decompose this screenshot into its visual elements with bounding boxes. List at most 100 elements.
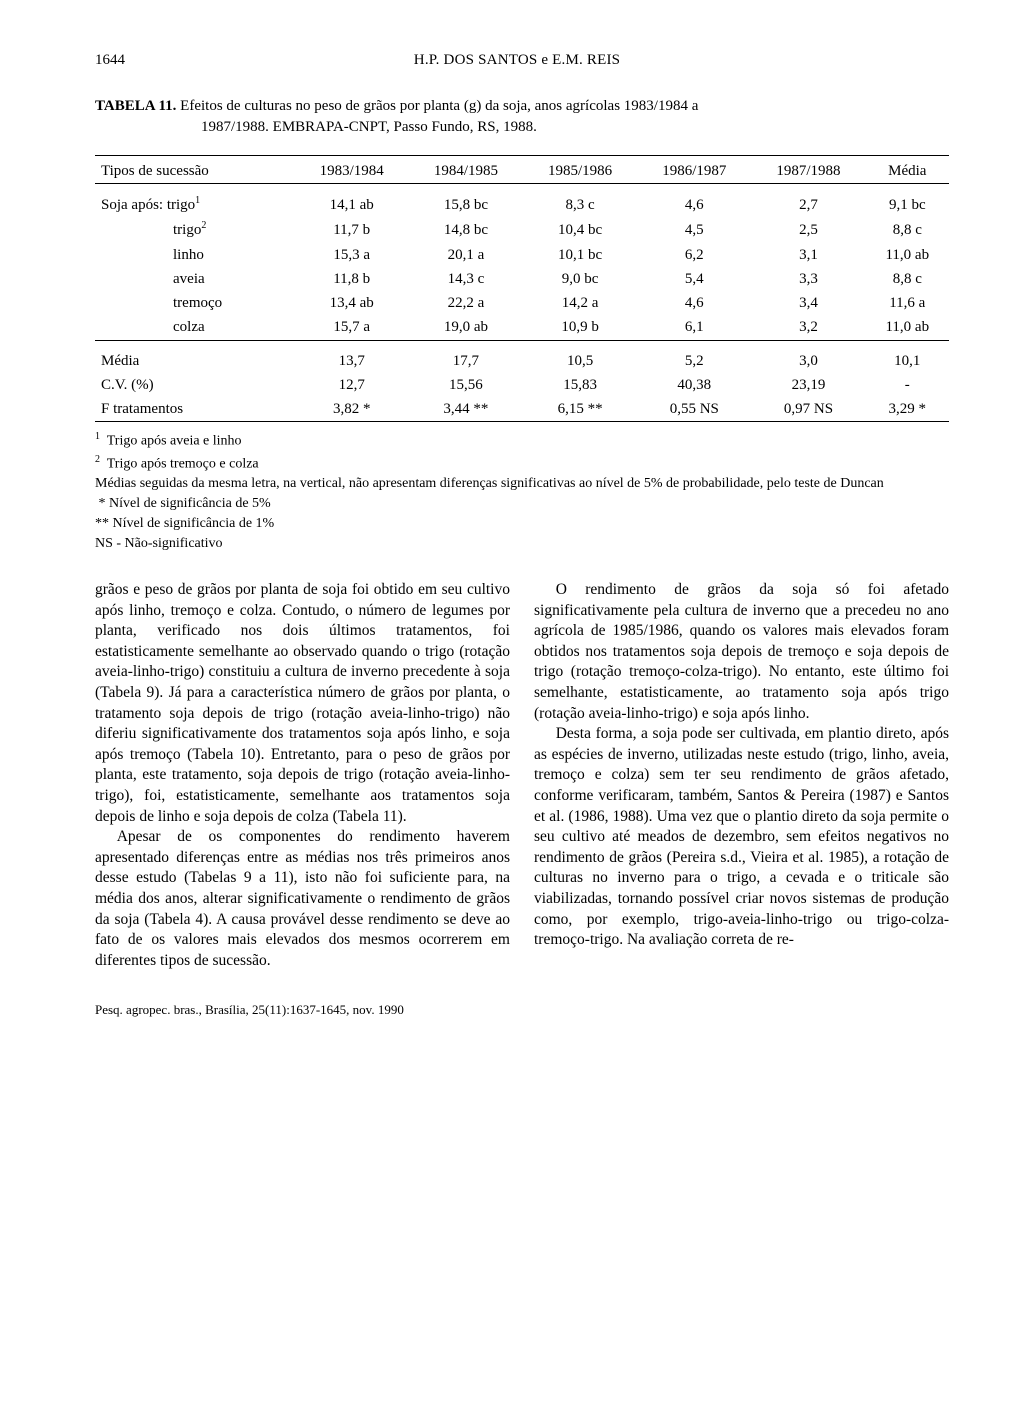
cell: 0,97 NS (751, 397, 865, 422)
cell: 15,3 a (295, 243, 409, 267)
cell: 10,4 bc (523, 217, 637, 242)
row-label: F tratamentos (95, 397, 295, 422)
table-footnotes: 1 Trigo após aveia e linho 2 Trigo após … (95, 430, 949, 554)
body-paragraph: Apesar de os componentes do rendimento h… (95, 827, 510, 971)
row-label: tremoço (95, 291, 295, 315)
body-paragraph: O rendimento de grãos da soja só foi afe… (534, 580, 949, 724)
footer-citation: Pesq. agropec. bras., Brasília, 25(11):1… (95, 1001, 949, 1019)
table-body-main: Soja após: trigo114,1 ab15,8 bc8,3 c4,62… (95, 192, 949, 340)
cell: 13,7 (295, 349, 409, 373)
cell: - (866, 373, 949, 397)
page-number: 1644 (95, 50, 125, 70)
cell: 15,8 bc (409, 192, 523, 217)
cell: 20,1 a (409, 243, 523, 267)
row-label: Soja após: trigo1 (95, 192, 295, 217)
cell: 11,0 ab (866, 315, 949, 340)
col-header: 1984/1985 (409, 159, 523, 184)
cell: 5,4 (637, 267, 751, 291)
body-paragraph: grãos e peso de grãos por planta de soja… (95, 580, 510, 827)
caption-label: TABELA 11. (95, 98, 176, 114)
cell: 10,9 b (523, 315, 637, 340)
running-head: H.P. DOS SANTOS e E.M. REIS (414, 50, 620, 70)
cell: 19,0 ab (409, 315, 523, 340)
cell: 3,44 ** (409, 397, 523, 422)
cell: 11,8 b (295, 267, 409, 291)
table-row: linho15,3 a20,1 a10,1 bc6,23,111,0 ab (95, 243, 949, 267)
cell: 14,2 a (523, 291, 637, 315)
table-row: C.V. (%)12,715,5615,8340,3823,19- (95, 373, 949, 397)
cell: 22,2 a (409, 291, 523, 315)
cell: 4,5 (637, 217, 751, 242)
cell: 23,19 (751, 373, 865, 397)
cell: 6,1 (637, 315, 751, 340)
cell: 8,8 c (866, 217, 949, 242)
cell: 10,5 (523, 349, 637, 373)
row-label: aveia (95, 267, 295, 291)
body-paragraph: Desta forma, a soja pode ser cultivada, … (534, 724, 949, 951)
footnote-1: Trigo após aveia e linho (107, 434, 242, 449)
cell: 2,7 (751, 192, 865, 217)
cell: 3,0 (751, 349, 865, 373)
cell: 14,3 c (409, 267, 523, 291)
cell: 15,56 (409, 373, 523, 397)
page-header: 1644 H.P. DOS SANTOS e E.M. REIS (95, 50, 949, 70)
table-row: Soja após: trigo114,1 ab15,8 bc8,3 c4,62… (95, 192, 949, 217)
row-label: linho (95, 243, 295, 267)
cell: 14,8 bc (409, 217, 523, 242)
footnote-sig1: ** Nível de significância de 1% (95, 515, 949, 534)
row-label: colza (95, 315, 295, 340)
row-label: trigo2 (95, 217, 295, 242)
col-header: 1985/1986 (523, 159, 637, 184)
cell: 11,6 a (866, 291, 949, 315)
table-row: Média13,717,710,55,23,010,1 (95, 349, 949, 373)
table-row: tremoço13,4 ab22,2 a14,2 a4,63,411,6 a (95, 291, 949, 315)
cell: 15,83 (523, 373, 637, 397)
table-row: F tratamentos3,82 *3,44 **6,15 **0,55 NS… (95, 397, 949, 422)
caption-line-2: 1987/1988. EMBRAPA-CNPT, Passo Fundo, RS… (95, 117, 949, 137)
cell: 3,3 (751, 267, 865, 291)
data-table: Tipos de sucessão 1983/1984 1984/1985 19… (95, 155, 949, 423)
cell: 40,38 (637, 373, 751, 397)
table-row: colza15,7 a19,0 ab10,9 b6,13,211,0 ab (95, 315, 949, 340)
cell: 10,1 bc (523, 243, 637, 267)
cell: 9,1 bc (866, 192, 949, 217)
table-body-summary: Média13,717,710,55,23,010,1C.V. (%)12,71… (95, 349, 949, 422)
cell: 6,2 (637, 243, 751, 267)
cell: 10,1 (866, 349, 949, 373)
cell: 13,4 ab (295, 291, 409, 315)
cell: 14,1 ab (295, 192, 409, 217)
cell: 4,6 (637, 291, 751, 315)
body-text: grãos e peso de grãos por planta de soja… (95, 580, 949, 972)
footnote-ns: NS - Não-significativo (95, 535, 949, 554)
cell: 0,55 NS (637, 397, 751, 422)
cell: 9,0 bc (523, 267, 637, 291)
col-header: Média (866, 159, 949, 184)
col-header: Tipos de sucessão (95, 159, 295, 184)
cell: 2,5 (751, 217, 865, 242)
col-header: 1986/1987 (637, 159, 751, 184)
cell: 15,7 a (295, 315, 409, 340)
cell: 3,82 * (295, 397, 409, 422)
col-header: 1983/1984 (295, 159, 409, 184)
row-label: Média (95, 349, 295, 373)
cell: 5,2 (637, 349, 751, 373)
table-row: trigo211,7 b14,8 bc10,4 bc4,52,58,8 c (95, 217, 949, 242)
cell: 17,7 (409, 349, 523, 373)
footnote-2: Trigo após tremoço e colza (107, 456, 259, 471)
caption-line-1: Efeitos de culturas no peso de grãos por… (180, 98, 698, 114)
cell: 3,29 * (866, 397, 949, 422)
cell: 11,0 ab (866, 243, 949, 267)
table-caption: TABELA 11. Efeitos de culturas no peso d… (95, 96, 949, 137)
footnote-sig5: * Nível de significância de 5% (99, 496, 271, 511)
cell: 11,7 b (295, 217, 409, 242)
table-header-row: Tipos de sucessão 1983/1984 1984/1985 19… (95, 159, 949, 184)
cell: 4,6 (637, 192, 751, 217)
footnote-means: Médias seguidas da mesma letra, na verti… (95, 475, 949, 494)
cell: 3,2 (751, 315, 865, 340)
cell: 8,3 c (523, 192, 637, 217)
cell: 3,1 (751, 243, 865, 267)
table-row: aveia11,8 b14,3 c9,0 bc5,43,38,8 c (95, 267, 949, 291)
cell: 6,15 ** (523, 397, 637, 422)
cell: 3,4 (751, 291, 865, 315)
col-header: 1987/1988 (751, 159, 865, 184)
